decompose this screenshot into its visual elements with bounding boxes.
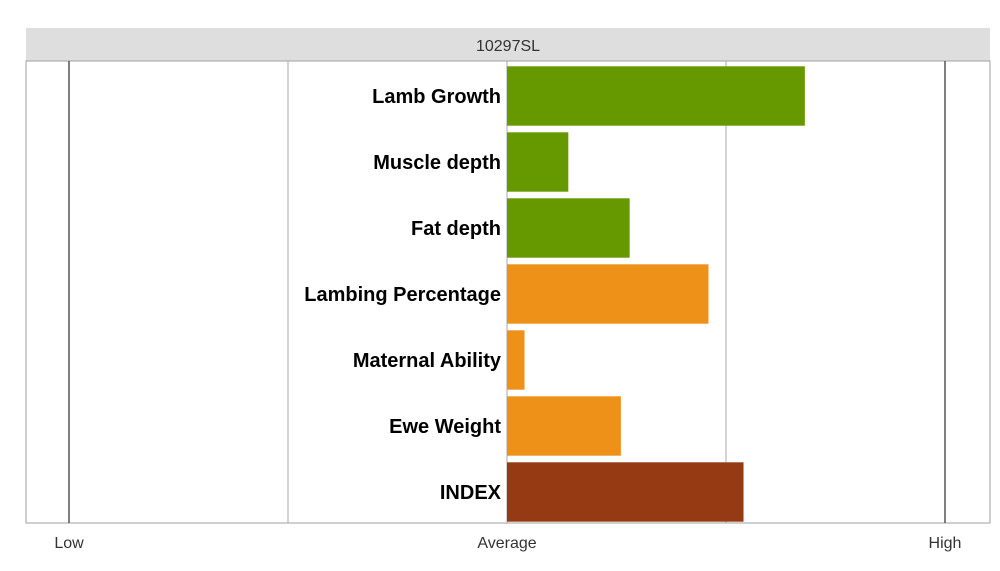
tick-label-average: Average xyxy=(477,535,536,552)
x-axis-ticks: Low Average High xyxy=(54,535,961,552)
bars xyxy=(507,66,805,522)
tick-label-low: Low xyxy=(54,535,84,552)
tick-label-high: High xyxy=(929,535,962,552)
category-label-muscle-depth: Muscle depth xyxy=(373,152,501,174)
category-label-ewe-weight: Ewe Weight xyxy=(389,416,501,438)
bar-lamb-growth xyxy=(507,66,805,126)
bar-fat-depth xyxy=(507,198,630,258)
title-bar xyxy=(26,28,990,61)
category-labels: Lamb Growth Muscle depth Fat depth Lambing … xyxy=(304,86,502,504)
category-label-lambing-percentage: Lambing Percentage xyxy=(304,284,501,306)
bar-lambing-percentage xyxy=(507,264,709,324)
category-label-fat-depth: Fat depth xyxy=(411,218,501,240)
category-label-index: INDEX xyxy=(440,482,502,504)
bar-muscle-depth xyxy=(507,132,569,192)
category-label-lamb-growth: Lamb Growth xyxy=(372,86,501,108)
chart-title: 10297SL xyxy=(476,38,540,55)
category-label-maternal-ability: Maternal Ability xyxy=(353,350,502,372)
bar-maternal-ability xyxy=(507,330,525,390)
bar-index xyxy=(507,462,744,522)
bar-ewe-weight xyxy=(507,396,621,456)
